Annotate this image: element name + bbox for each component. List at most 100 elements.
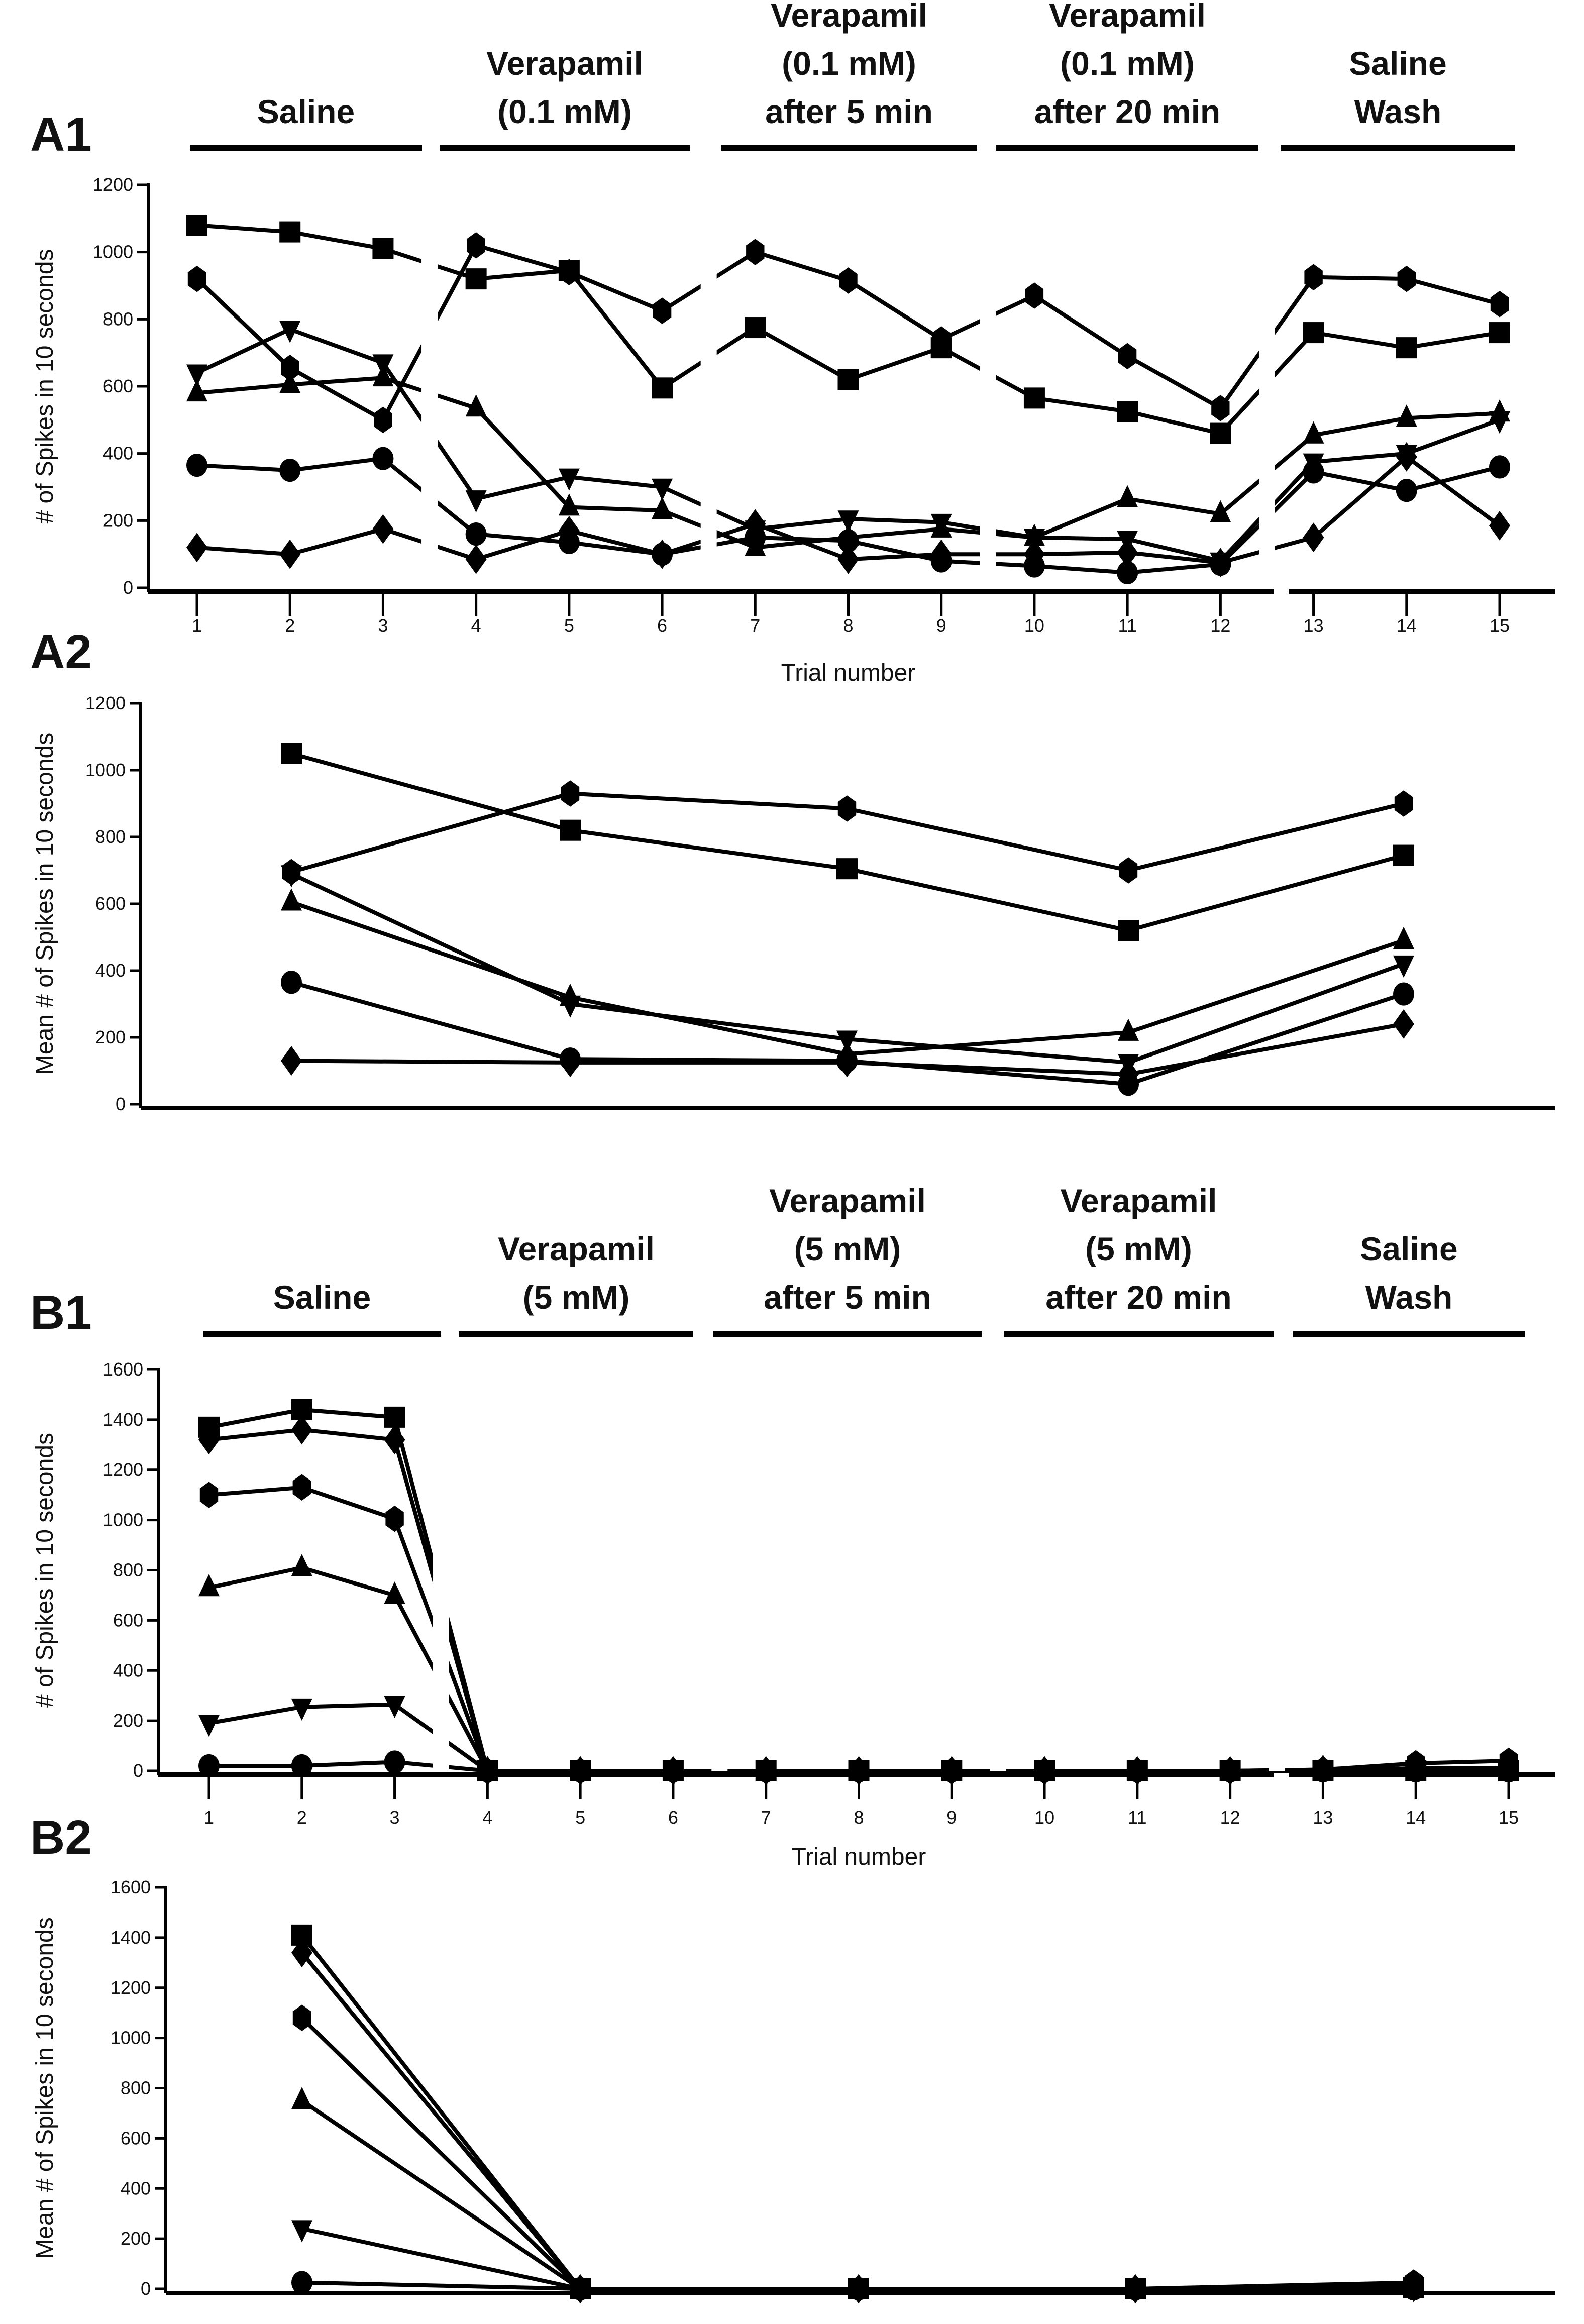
marker-diamond (1118, 1059, 1139, 1089)
y-axis-title: Mean # of Spikes in 10 seconds (32, 1917, 58, 2259)
x-tick-label: 13 (1304, 615, 1324, 636)
group-bar (713, 1331, 982, 1337)
y-tick-label: 1400 (103, 1409, 143, 1430)
marker-hexagon (837, 795, 857, 822)
marker-triangle-down (372, 354, 394, 377)
marker-triangle-up (1393, 926, 1414, 949)
marker-square (1118, 920, 1139, 941)
y-tick-label: 1200 (103, 1459, 143, 1480)
marker-hexagon (467, 232, 485, 259)
marker-circle (1219, 1759, 1241, 1783)
marker-hexagon (199, 1482, 219, 1508)
x-tick-label: 12 (1210, 615, 1230, 636)
marker-circle (279, 458, 301, 482)
marker-triangle-down (291, 2220, 312, 2243)
marker-hexagon (932, 326, 951, 353)
marker-triangle-down (558, 468, 580, 491)
group-header: Wash (1354, 93, 1442, 130)
y-tick-label: 400 (113, 1660, 143, 1680)
marker-diamond (291, 1938, 312, 1968)
group-bar (440, 145, 690, 151)
group-header: (0.1 mM) (497, 93, 632, 130)
marker-triangle-down (837, 510, 859, 533)
y-tick-label: 600 (103, 376, 133, 396)
marker-triangle-up (1303, 421, 1324, 444)
line-break-gap (700, 165, 717, 588)
marker-circle (1498, 1759, 1519, 1783)
marker-triangle-down (279, 321, 301, 343)
marker-circle (1125, 2277, 1146, 2301)
group-header: Verapamil (1049, 0, 1206, 34)
group-header: after 20 min (1034, 93, 1220, 130)
panel-label: A1 (30, 108, 92, 161)
group-header: after 20 min (1045, 1279, 1231, 1316)
group-header: Verapamil (1061, 1182, 1217, 1219)
x-tick-label: 7 (761, 1807, 771, 1828)
marker-triangle-up (291, 1554, 312, 1576)
marker-triangle-up (652, 496, 673, 519)
marker-circle (1034, 1759, 1055, 1783)
marker-triangle-down (836, 1030, 858, 1053)
marker-hexagon (187, 265, 206, 292)
marker-triangle-up (1117, 485, 1138, 507)
marker-hexagon (1490, 291, 1509, 318)
x-tick-label: 12 (1220, 1807, 1240, 1828)
group-header: Verapamil (498, 1230, 655, 1267)
marker-triangle-down (560, 995, 581, 1018)
x-tick-label: 1 (204, 1807, 214, 1828)
series-markers (291, 1924, 1424, 2304)
marker-diamond (930, 539, 952, 569)
marker-hexagon (560, 259, 578, 285)
marker-square (1210, 422, 1231, 444)
marker-diamond (1393, 1009, 1414, 1039)
group-bar (203, 1331, 441, 1337)
marker-diamond (384, 1425, 405, 1455)
marker-circle (848, 1759, 870, 1783)
x-tick-label: 4 (471, 615, 481, 636)
marker-diamond (836, 1047, 858, 1078)
y-tick-label: 1600 (103, 1359, 143, 1380)
group-header: Saline (257, 93, 355, 130)
group-bar (190, 145, 422, 151)
y-tick-label: 1600 (111, 1877, 151, 1897)
marker-circle (755, 1759, 777, 1783)
marker-square (186, 215, 207, 236)
y-tick-label: 800 (103, 308, 133, 329)
group-header: (5 mM) (1085, 1230, 1192, 1267)
x-tick-label: 10 (1024, 615, 1044, 636)
marker-square (560, 819, 581, 841)
y-tick-label: 800 (113, 1560, 143, 1580)
x-tick-label: 10 (1034, 1807, 1054, 1828)
marker-circle (1396, 479, 1417, 502)
marker-circle (477, 1759, 498, 1783)
marker-diamond (1303, 522, 1324, 553)
series-line-square (208, 1407, 1509, 1773)
y-tick-label: 400 (95, 960, 126, 981)
y-tick-label: 1400 (111, 1927, 151, 1948)
group-header: after 5 min (764, 1279, 931, 1316)
marker-circle (1489, 455, 1510, 479)
marker-square (1489, 322, 1510, 344)
group-header: Wash (1365, 1279, 1453, 1316)
x-tick-label: 1 (192, 615, 202, 636)
line-break-gap (1258, 165, 1275, 588)
panel-label: B1 (30, 1286, 92, 1339)
marker-circle (465, 522, 487, 546)
marker-circle (1117, 561, 1138, 585)
marker-hexagon (1119, 857, 1138, 884)
marker-circle (570, 2277, 591, 2301)
y-tick-label: 200 (121, 2228, 151, 2249)
panel-label: B2 (30, 1811, 92, 1864)
marker-circle (384, 1750, 405, 1774)
marker-square (372, 238, 394, 259)
marker-triangle-down (1489, 411, 1510, 434)
marker-diamond (652, 539, 673, 569)
y-tick-label: 200 (103, 510, 133, 531)
series-line-diamond (300, 1951, 1414, 2291)
group-header: Verapamil (769, 1182, 926, 1219)
marker-triangle-up (558, 493, 580, 516)
panel-b2: B2 0 200 400 600 800 1000 1200 1400 1600 Mean # of… (30, 1811, 1555, 2304)
marker-circle (291, 2271, 312, 2294)
marker-diamond (186, 533, 207, 563)
y-tick-label: 1200 (111, 1977, 151, 1998)
